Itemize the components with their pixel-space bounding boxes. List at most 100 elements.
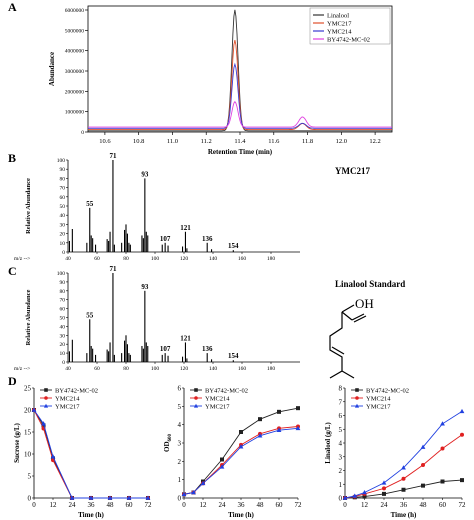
panel-c-peak-label: 121 (180, 334, 191, 342)
panel-d2-point (296, 406, 300, 411)
panel-a-legend-entry: BY4742-MC-02 (327, 37, 370, 44)
panel-d2-point (295, 425, 301, 431)
panel-d2-y-tick-label: 0 (178, 495, 182, 503)
panel-c-peak-label: 93 (141, 283, 149, 291)
panel-d1-point (145, 495, 151, 500)
panel-c-y-tick-label: 60 (60, 307, 66, 313)
panel-a-x-tick-label: 11.6 (268, 138, 280, 145)
panel-a-y-tick-label: 3000000 (65, 69, 85, 75)
panel-d3-point (460, 432, 464, 437)
panel-d1-point (31, 407, 37, 412)
panel-d2-x-axis-label: Time (h) (228, 511, 254, 519)
panel-a-series-line (88, 9, 392, 132)
panel-d2-point (191, 490, 196, 495)
panel-c-y-tick-label: 50 (60, 316, 66, 322)
panel-c-peak-label: 154 (228, 352, 239, 360)
panel-b-y-tick-label: 10 (60, 241, 66, 247)
panel-d3-point (362, 490, 367, 495)
panel-d1-x-tick-label: 48 (107, 501, 115, 509)
panel-a-x-axis-label: Retention Time (min) (208, 148, 273, 156)
panel-d3-y-tick-label: 8 (339, 385, 343, 393)
panel-d2-y-tick-label: 1 (178, 476, 182, 484)
panel-a-y-axis-label: Abundance (48, 52, 56, 86)
panel-b-x-tick-label: 160 (238, 256, 247, 262)
panel-d3-legend-marker (355, 388, 359, 392)
panel-d1-y-axis-label: Sucrose (g/L) (13, 422, 21, 462)
panel-d3-point (401, 487, 406, 492)
panel-d3-point (352, 493, 358, 498)
panel-d-sucrose-chart: 0 5 10 15 20 25 0 12 24 36 48 60 72 Time (h) Sucrose (… (13, 385, 152, 520)
panel-d2-series-line (183, 427, 299, 495)
panel-b-y-tick-label: 20 (60, 232, 66, 238)
panel-a-x-tick-label: 12.0 (336, 138, 347, 145)
panel-d2-legend-entry: BY4742-MC-02 (205, 388, 248, 395)
panel-a-series-line (88, 100, 392, 128)
panel-d2-point (239, 430, 243, 434)
panel-label-b: B (8, 151, 16, 165)
panel-d1-legend-marker (43, 403, 49, 408)
panel-b-x-tick-label: 120 (180, 256, 189, 262)
panel-a-legend-entry: YMC214 (327, 29, 352, 36)
panel-d2-x-tick-label: 24 (219, 501, 227, 509)
panel-b-y-axis-label: Relative Abundance (25, 178, 32, 234)
panel-c-x-tick-label: 80 (123, 366, 129, 372)
panel-c-y-tick-label: 20 (60, 342, 66, 348)
panel-b-peak-label: 55 (86, 200, 94, 208)
panel-d2-legend-marker (194, 388, 198, 392)
panel-d3-y-tick-label: 5 (339, 426, 343, 434)
panel-d3-x-tick-label: 12 (361, 501, 369, 509)
panel-a-series-line (88, 40, 392, 131)
panel-b-mz-label: m/z --> (14, 256, 30, 262)
panel-label-a: A (8, 0, 17, 14)
panel-a-chromatogram: 10.6 10.8 11.0 11.2 11.4 11.6 11.8 12.0 12.2 0 100… (48, 5, 393, 156)
panel-c-peak-label: 107 (160, 345, 171, 353)
panel-a-y-tick-label: 0 (81, 130, 84, 136)
panel-d3-y-tick-label: 1 (339, 481, 343, 489)
panel-b-peak-label: 154 (228, 242, 239, 250)
panel-b-y-tick-label: 30 (60, 222, 66, 228)
panel-c-mz-label: m/z --> (14, 366, 30, 372)
panel-a-y-tick-label: 1000000 (65, 110, 85, 116)
panel-a-y-tick-label: 2000000 (65, 89, 85, 95)
panel-a-x-tick-label: 11.4 (234, 138, 246, 145)
panel-d3-series-line (344, 411, 463, 499)
panel-d2-y-tick-label: 5 (178, 403, 182, 411)
panel-d3-legend-entry: YMC217 (366, 404, 391, 411)
panel-d1-point (41, 421, 46, 426)
panel-c-title: Linalool Standard (335, 279, 405, 289)
panel-b-y-tick-label: 90 (60, 167, 66, 173)
panel-a-x-tick-label: 11.2 (201, 138, 212, 145)
panel-d2-legend-marker (193, 403, 199, 408)
panel-b-mass-spectrum: 0 10 20 30 40 50 60 70 80 90 100 40 60 80 100 120 140 160… (14, 152, 370, 262)
panel-d3-y-tick-label: 2 (339, 467, 343, 475)
panel-d1-y-tick-label: 0 (28, 495, 32, 503)
panel-d1-legend-entry: YMC217 (55, 404, 80, 411)
panel-b-x-tick-label: 60 (94, 256, 100, 262)
panel-label-c: C (8, 264, 17, 278)
panel-d2-y-tick-label: 6 (178, 385, 182, 393)
panel-b-peak-label: 121 (180, 224, 191, 232)
panel-b-x-tick-label: 100 (151, 256, 160, 262)
panel-d2-y-tick-label: 2 (178, 458, 182, 466)
panel-d2-point (220, 457, 224, 462)
panel-d1-y-tick-label: 10 (24, 451, 32, 459)
panel-d1-x-tick-label: 36 (88, 501, 96, 509)
panel-d3-legend-entry: BY4742-MC-02 (366, 388, 409, 395)
panel-c-y-tick-label: 10 (60, 351, 66, 357)
panel-d3-y-tick-label: 3 (339, 453, 343, 461)
panel-d1-x-tick-label: 24 (69, 501, 77, 509)
panel-d2-legend-entry: YMC217 (205, 404, 230, 411)
panel-d2-y-tick-label: 3 (178, 440, 182, 448)
panel-b-y-tick-label: 50 (60, 204, 66, 210)
panel-d1-series-line (33, 409, 148, 499)
panel-a-x-tick-label: 12.2 (369, 138, 380, 145)
panel-b-y-tick-label: 40 (60, 213, 66, 219)
panel-c-y-tick-label: 100 (57, 271, 66, 277)
panel-label-d: D (8, 374, 17, 388)
panel-d2-point (258, 417, 262, 422)
panel-c-y-tick-label: 90 (60, 280, 66, 286)
panel-a-legend (309, 7, 391, 45)
panel-d1-legend-marker (44, 396, 48, 400)
panel-d3-x-tick-label: 36 (400, 501, 408, 509)
panel-d3-point (382, 486, 386, 491)
